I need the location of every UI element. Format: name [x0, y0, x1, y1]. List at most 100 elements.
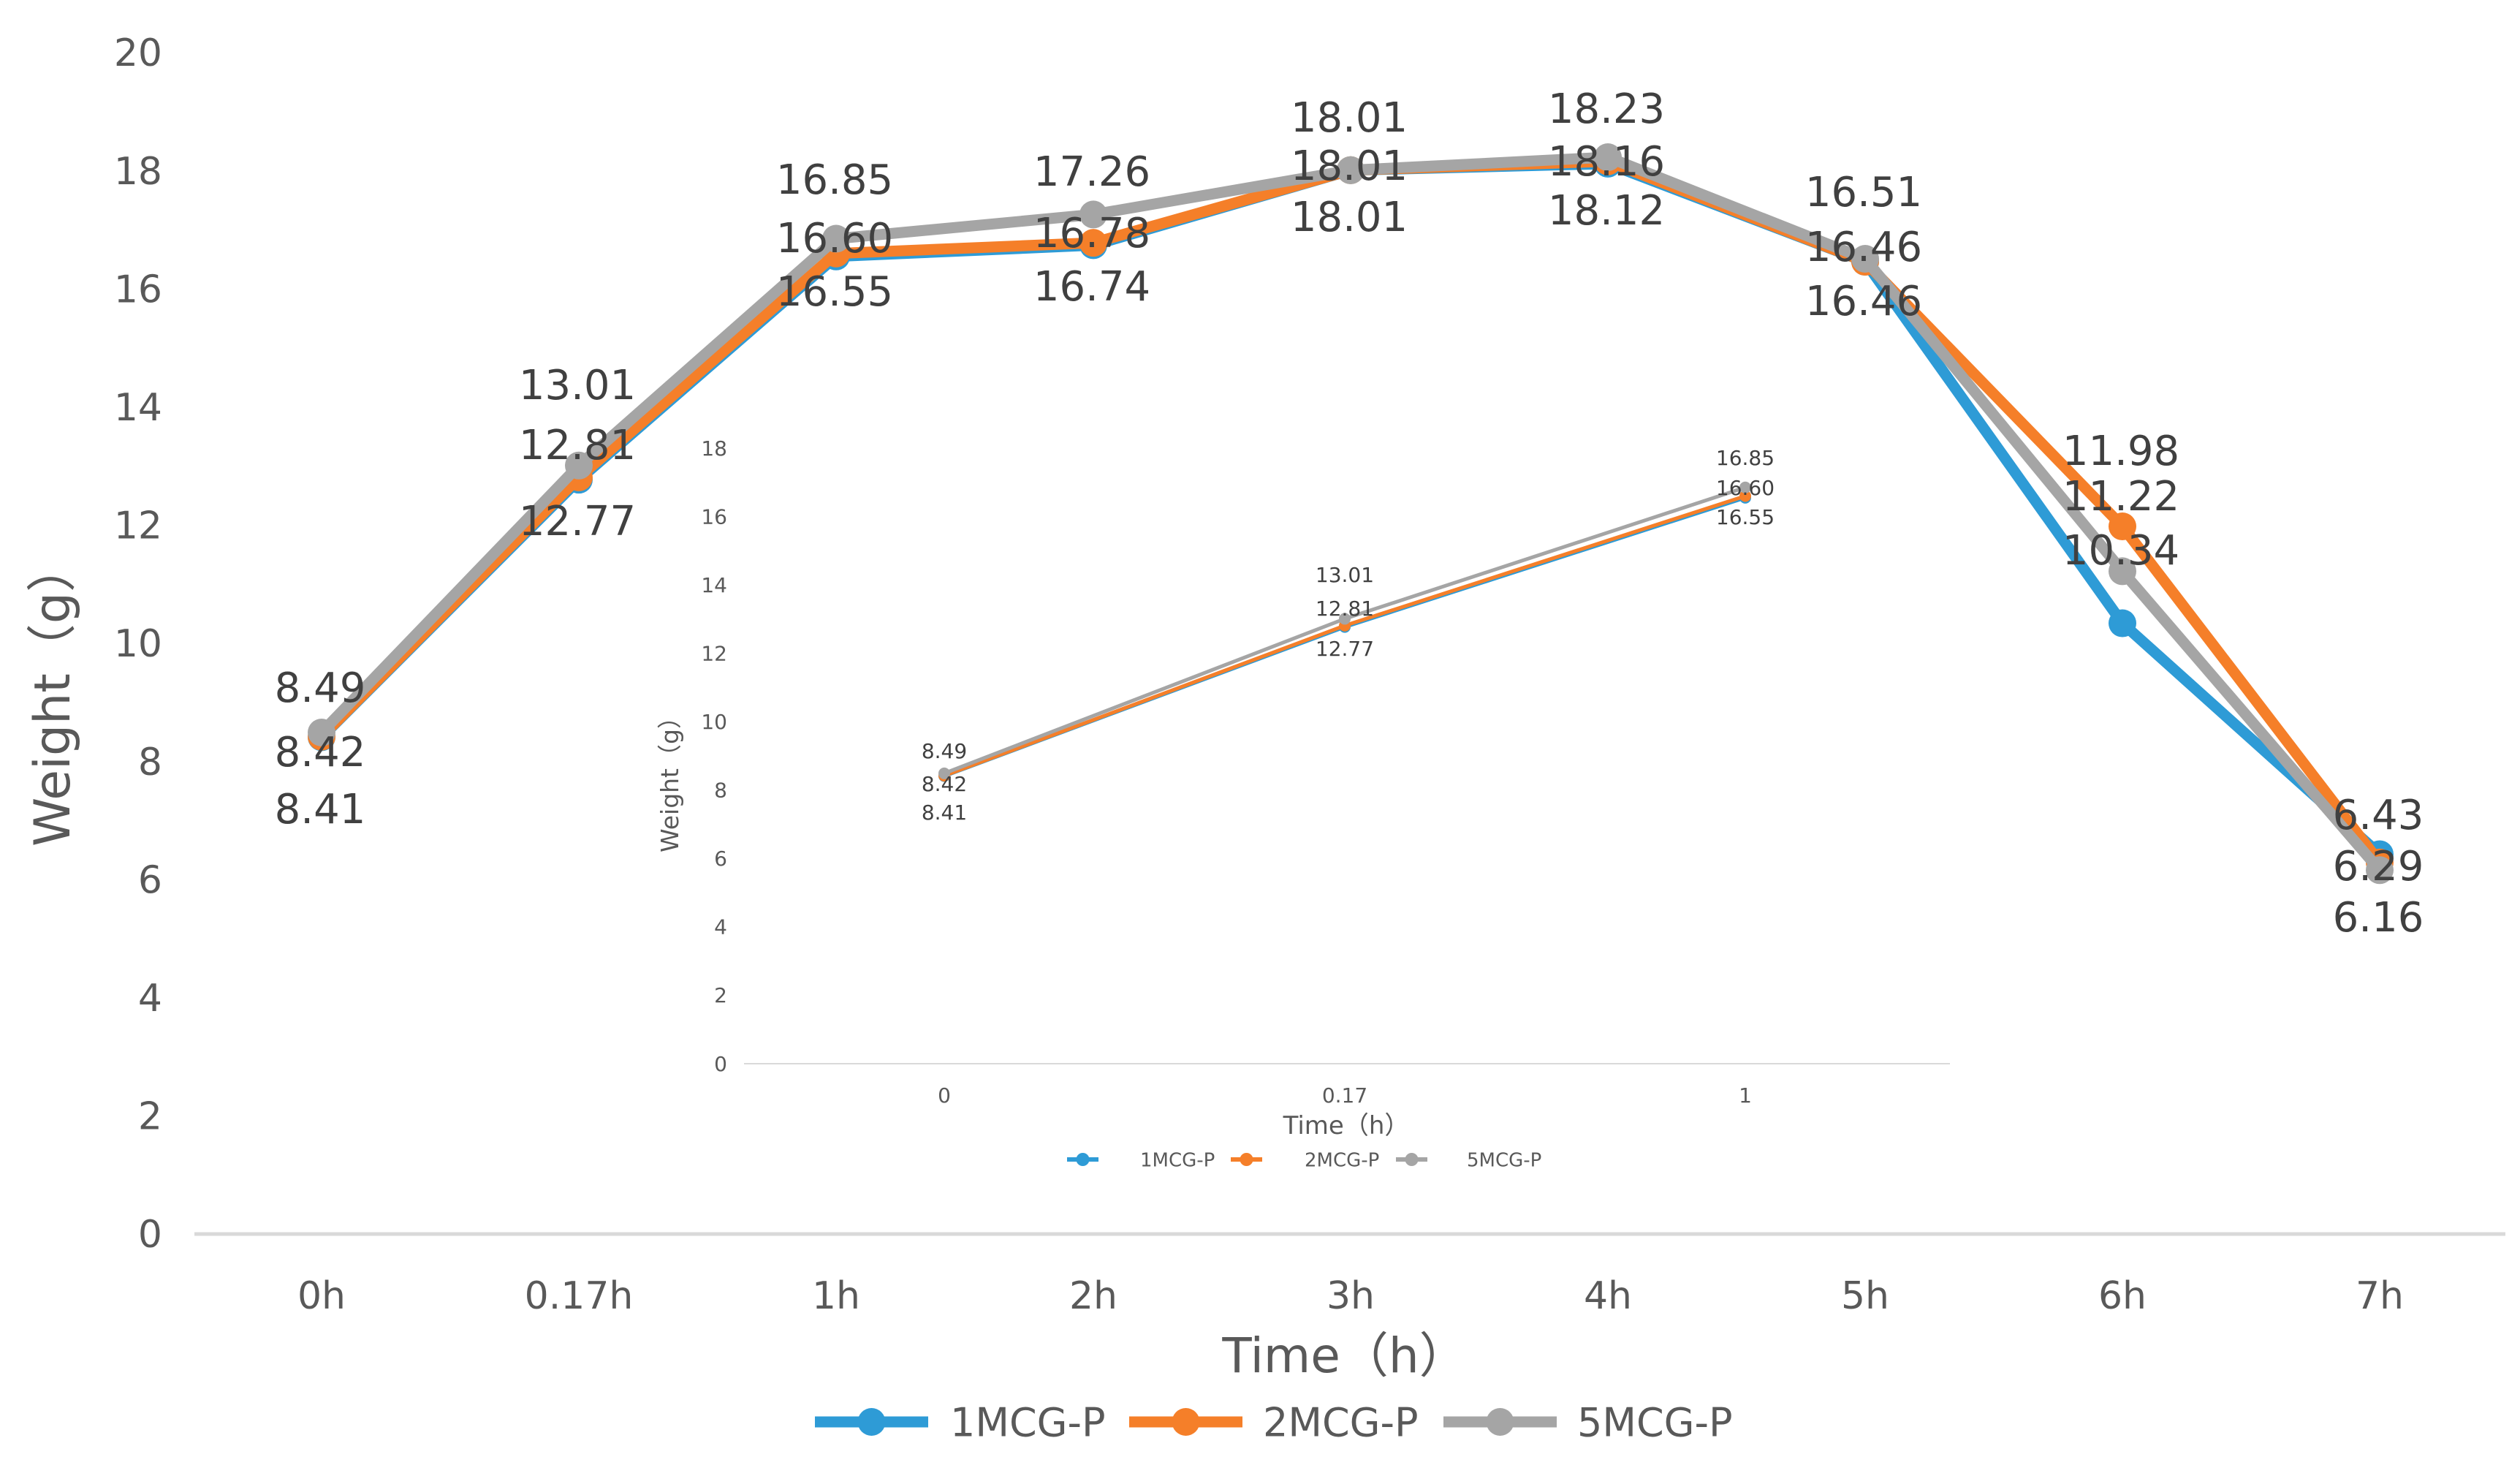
data-label: 8.49 — [922, 739, 967, 763]
y-tick-label: 2 — [138, 1095, 162, 1139]
data-point-5mcg-p — [1851, 244, 1879, 273]
data-label: 11.98 — [2062, 428, 2179, 475]
data-label: 16.46 — [1805, 224, 1922, 271]
legend-marker-2mcg-p — [1240, 1153, 1253, 1166]
data-label: 17.26 — [1033, 148, 1150, 196]
data-label: 8.41 — [275, 786, 366, 833]
x-tick-label: 4h — [1584, 1274, 1632, 1318]
y-tick-label: 4 — [138, 977, 162, 1021]
y-tick-label: 6 — [714, 847, 727, 871]
y-tick-label: 2 — [714, 983, 727, 1007]
y-tick-label: 10 — [701, 710, 727, 734]
y-tick-label: 12 — [701, 641, 727, 665]
y-tick-label: 0 — [714, 1052, 727, 1076]
legend-label: 2MCG-P — [1263, 1399, 1419, 1445]
y-tick-label: 14 — [701, 573, 727, 597]
legend-marker-1mcg-p — [1076, 1153, 1090, 1166]
data-point-5mcg-p — [1079, 200, 1107, 229]
legend-marker-2mcg-p — [1172, 1408, 1200, 1436]
y-tick-label: 8 — [714, 779, 727, 803]
data-label: 16.74 — [1033, 263, 1150, 311]
y-tick-label: 16 — [114, 268, 162, 311]
x-tick-label: 7h — [2356, 1274, 2404, 1318]
data-label: 6.16 — [2333, 894, 2424, 942]
data-point-5mcg-p — [938, 767, 950, 779]
data-point-2mcg-p — [1079, 229, 1107, 257]
y-tick-label: 4 — [714, 915, 727, 939]
x-tick-label: 0.17h — [525, 1274, 634, 1318]
legend-marker-5mcg-p — [1486, 1408, 1514, 1436]
data-point-5mcg-p — [1594, 143, 1622, 172]
x-axis-title: Time（h） — [1283, 1111, 1410, 1140]
data-label: 16.51 — [1805, 169, 1922, 216]
y-tick-label: 8 — [138, 741, 162, 784]
legend-marker-5mcg-p — [1405, 1153, 1419, 1166]
x-tick-label: 3h — [1327, 1274, 1375, 1318]
y-tick-label: 10 — [114, 622, 162, 666]
data-point-2mcg-p — [1739, 490, 1751, 502]
data-label: 16.55 — [1716, 505, 1775, 529]
inset-chart: 0 2 4 6 8 10 12 14 16 18 0 0.17 1 Time（h） Weight（g） 8.4… — [656, 436, 1950, 1171]
data-point-5mcg-p — [822, 224, 850, 253]
data-label: 10.34 — [2062, 527, 2179, 575]
data-label: 18.12 — [1548, 187, 1665, 235]
data-label: 12.81 — [519, 422, 636, 469]
x-tick-label: 2h — [1069, 1274, 1117, 1318]
data-label: 8.41 — [922, 801, 967, 825]
y-tick-label: 14 — [114, 386, 162, 430]
data-label: 16.46 — [1805, 278, 1922, 325]
data-label: 18.01 — [1291, 143, 1408, 190]
data-label: 16.85 — [776, 156, 893, 204]
data-label: 12.77 — [519, 498, 636, 545]
y-tick-label: 16 — [701, 504, 727, 529]
data-point-2mcg-p — [2109, 512, 2136, 541]
x-tick-label: 1 — [1739, 1083, 1752, 1108]
data-label: 6.43 — [2333, 792, 2424, 839]
data-label: 16.78 — [1033, 210, 1150, 257]
data-point-5mcg-p — [308, 719, 335, 747]
y-tick-label: 0 — [138, 1213, 162, 1257]
legend-label: 1MCG-P — [950, 1399, 1106, 1445]
y-tick-label: 18 — [701, 436, 727, 461]
data-label: 8.42 — [275, 729, 366, 776]
data-point-5mcg-p — [2109, 557, 2136, 586]
x-tick-label: 1h — [812, 1274, 860, 1318]
y-tick-label: 12 — [114, 504, 162, 548]
legend-marker-1mcg-p — [857, 1408, 886, 1436]
data-label: 16.60 — [776, 215, 893, 262]
y-axis-title: Weight（g） — [656, 705, 684, 852]
data-point-5mcg-p — [1337, 156, 1365, 184]
data-label: 12.81 — [1316, 597, 1374, 621]
data-label: 18.01 — [1291, 194, 1408, 241]
x-axis-title: Time（h） — [1221, 1328, 1467, 1384]
data-label: 18.16 — [1548, 138, 1665, 186]
legend-label: 5MCG-P — [1577, 1399, 1733, 1445]
data-label: 18.01 — [1291, 94, 1408, 142]
y-tick-label: 20 — [114, 31, 162, 75]
data-label: 8.49 — [275, 665, 366, 712]
data-label: 13.01 — [519, 362, 636, 409]
data-label: 16.55 — [776, 268, 893, 316]
data-label: 18.23 — [1548, 86, 1665, 133]
data-point-5mcg-p — [2366, 856, 2394, 885]
y-axis-title: Weight（g） — [24, 542, 82, 847]
data-label: 6.29 — [2333, 843, 2424, 890]
y-tick-label: 6 — [138, 858, 162, 902]
x-tick-label: 5h — [1841, 1274, 1889, 1318]
data-label: 11.22 — [2062, 473, 2179, 521]
data-label: 16.85 — [1716, 446, 1775, 470]
x-tick-label: 6h — [2098, 1274, 2147, 1318]
data-point-1mcg-p — [2109, 609, 2136, 637]
legend-label: 2MCG-P — [1305, 1149, 1379, 1171]
data-label: 8.42 — [922, 772, 967, 796]
data-label: 16.60 — [1716, 476, 1775, 500]
data-point-5mcg-p — [565, 451, 593, 480]
legend-label: 1MCG-P — [1140, 1149, 1215, 1171]
y-tick-label: 18 — [114, 150, 162, 194]
x-tick-label: 0.17 — [1322, 1083, 1367, 1108]
data-point-5mcg-p — [1739, 481, 1751, 493]
x-tick-label: 0 — [938, 1083, 951, 1108]
legend-label: 5MCG-P — [1467, 1149, 1541, 1171]
